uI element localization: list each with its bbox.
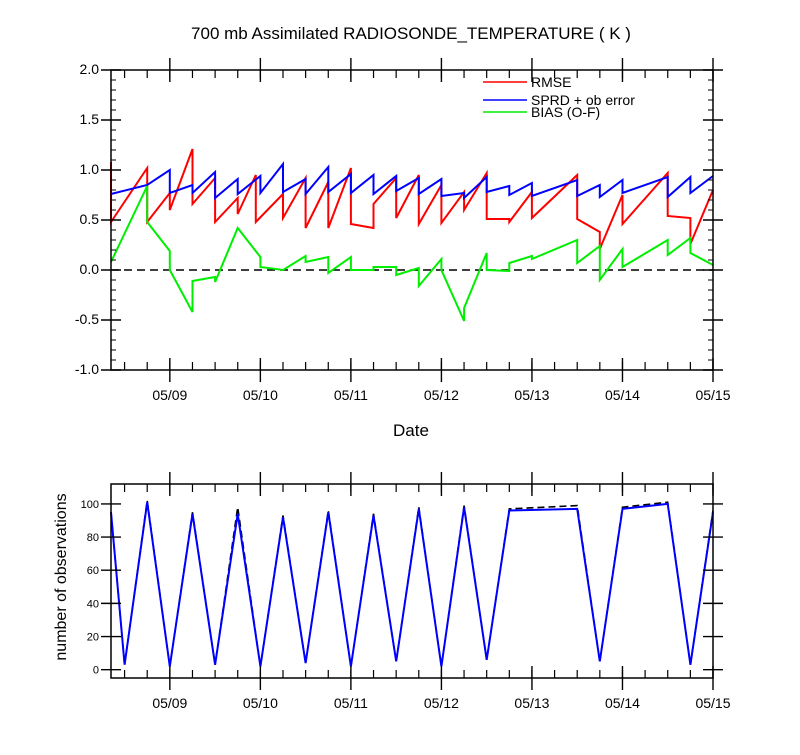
- top-axes: 05/09 05/10 05/11 05/12 05/13 05/14 05/15 -1.0 -…: [75, 58, 731, 403]
- bottom-x-tick-label: 05/10: [243, 695, 278, 711]
- top-x-tick-label: 05/14: [605, 387, 640, 403]
- bottom-x-tick-label: 05/13: [514, 695, 549, 711]
- top-y-tick-label: 2.0: [80, 61, 100, 77]
- legend-sprd-label: SPRD + ob error: [531, 92, 635, 108]
- bottom-y-tick-label: 0: [93, 665, 99, 677]
- legend-rmse-label: RMSE: [531, 74, 571, 90]
- top-series-line-1: [110, 161, 714, 201]
- bottom-y-axis-label: number of observations: [53, 493, 70, 660]
- legend-bias-label: BIAS (O-F): [531, 104, 600, 120]
- bottom-y-tick-label: 80: [87, 532, 99, 544]
- legend: RMSE SPRD + ob error BIAS (O-F): [483, 74, 635, 120]
- bottom-x-tick-label: 05/11: [334, 695, 368, 711]
- top-y-tick-label: 1.5: [80, 111, 100, 127]
- bottom-x-tick-label: 05/09: [152, 695, 187, 711]
- top-x-tick-label: 05/13: [514, 387, 549, 403]
- bottom-y-tick-label: 40: [87, 598, 99, 610]
- top-series-line-2: [110, 185, 714, 322]
- top-x-tick-label: 05/10: [243, 387, 278, 403]
- top-y-tick-label: 0.5: [80, 211, 100, 227]
- top-y-tick-label: 1.0: [80, 161, 100, 177]
- chart-title: 700 mb Assimilated RADIOSONDE_TEMPERATUR…: [191, 24, 631, 43]
- top-x-tick-label: 05/12: [424, 387, 459, 403]
- top-series-group: [110, 148, 714, 322]
- bottom-x-tick-label: 05/14: [605, 695, 640, 711]
- bottom-x-tick-label: 05/15: [695, 695, 730, 711]
- bottom-y-tick-label: 20: [87, 632, 99, 644]
- top-x-tick-label: 05/09: [152, 387, 187, 403]
- bottom-plot-frame: [110, 483, 714, 679]
- bottom-series-line-1: [110, 502, 714, 667]
- top-y-tick-label: 0.0: [80, 261, 100, 277]
- bottom-axes: 05/09 05/10 05/11 05/12 05/13 05/14 05/15 0 20 40…: [81, 472, 731, 711]
- top-x-axis-label: Date: [393, 421, 429, 440]
- top-series-line-0: [110, 148, 714, 250]
- bottom-y-tick-label: 60: [87, 565, 99, 577]
- bottom-series-group: [110, 500, 714, 667]
- top-x-tick-label: 05/11: [334, 387, 368, 403]
- top-panel: 05/09 05/10 05/11 05/12 05/13 05/14 05/15 -1.0 -…: [75, 58, 731, 440]
- top-x-tick-label: 05/15: [695, 387, 730, 403]
- bottom-panel: 05/09 05/10 05/11 05/12 05/13 05/14 05/15 0 20 40…: [53, 472, 731, 711]
- top-y-tick-label: -1.0: [75, 361, 99, 377]
- bottom-x-tick-label: 05/12: [424, 695, 459, 711]
- top-y-tick-label: -0.5: [75, 311, 99, 327]
- bottom-y-tick-label: 100: [81, 499, 99, 511]
- bottom-series-line-0: [110, 500, 714, 667]
